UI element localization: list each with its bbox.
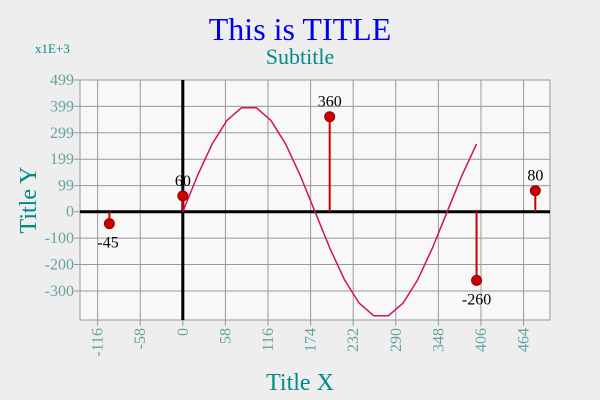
x-tick-label: 174 bbox=[303, 328, 320, 352]
x-tick-label: -58 bbox=[132, 328, 149, 349]
stem-data-label: 60 bbox=[175, 173, 191, 190]
y-tick-label: 99 bbox=[58, 178, 74, 195]
stem-data-label: -45 bbox=[97, 235, 118, 252]
x-tick-label: 464 bbox=[516, 328, 533, 352]
y-tick-label: -200 bbox=[45, 257, 74, 274]
x-tick-label: 290 bbox=[388, 328, 405, 352]
stem-marker bbox=[177, 190, 189, 202]
stem-marker bbox=[103, 218, 115, 230]
x-tick-label: 406 bbox=[473, 328, 490, 352]
stem-marker bbox=[471, 274, 483, 286]
chart-subtitle: Subtitle bbox=[266, 44, 334, 69]
curve-line bbox=[182, 106, 478, 317]
y-multiplier-label: x1E+3 bbox=[35, 41, 70, 56]
x-tick-label: 116 bbox=[260, 328, 277, 351]
stem-marker bbox=[324, 111, 336, 123]
x-tick-label: 58 bbox=[217, 328, 234, 344]
y-tick-label: 499 bbox=[50, 72, 74, 89]
y-tick-label: -300 bbox=[45, 283, 74, 300]
stem-data-label: 80 bbox=[527, 168, 543, 185]
y-tick-label: 299 bbox=[50, 125, 74, 142]
curve-series bbox=[182, 106, 478, 317]
stem-data-label: 360 bbox=[318, 94, 342, 111]
x-tick-label: 348 bbox=[430, 328, 447, 352]
y-tick-label: -100 bbox=[45, 230, 74, 247]
x-tick-label: 0 bbox=[175, 328, 192, 336]
y-axis-title: Title Y bbox=[16, 167, 42, 234]
x-axis-title: Title X bbox=[266, 370, 334, 396]
x-tick-label: -116 bbox=[90, 328, 107, 357]
chart-title: This is TITLE bbox=[209, 11, 392, 47]
x-tick-label: 232 bbox=[345, 328, 362, 352]
stem-series: -45 60 360 -260 80 bbox=[97, 94, 543, 309]
y-tick-label: 0 bbox=[66, 204, 74, 221]
grid-lines bbox=[74, 79, 550, 326]
stem-marker bbox=[529, 185, 541, 197]
y-tick-label: 399 bbox=[50, 98, 74, 115]
tick-labels: -116 -58 0 58 116 174 232 290 348 406 464 499 399 299… bbox=[45, 72, 533, 357]
stem-data-label: -260 bbox=[462, 291, 491, 308]
y-tick-label: 199 bbox=[50, 151, 74, 168]
